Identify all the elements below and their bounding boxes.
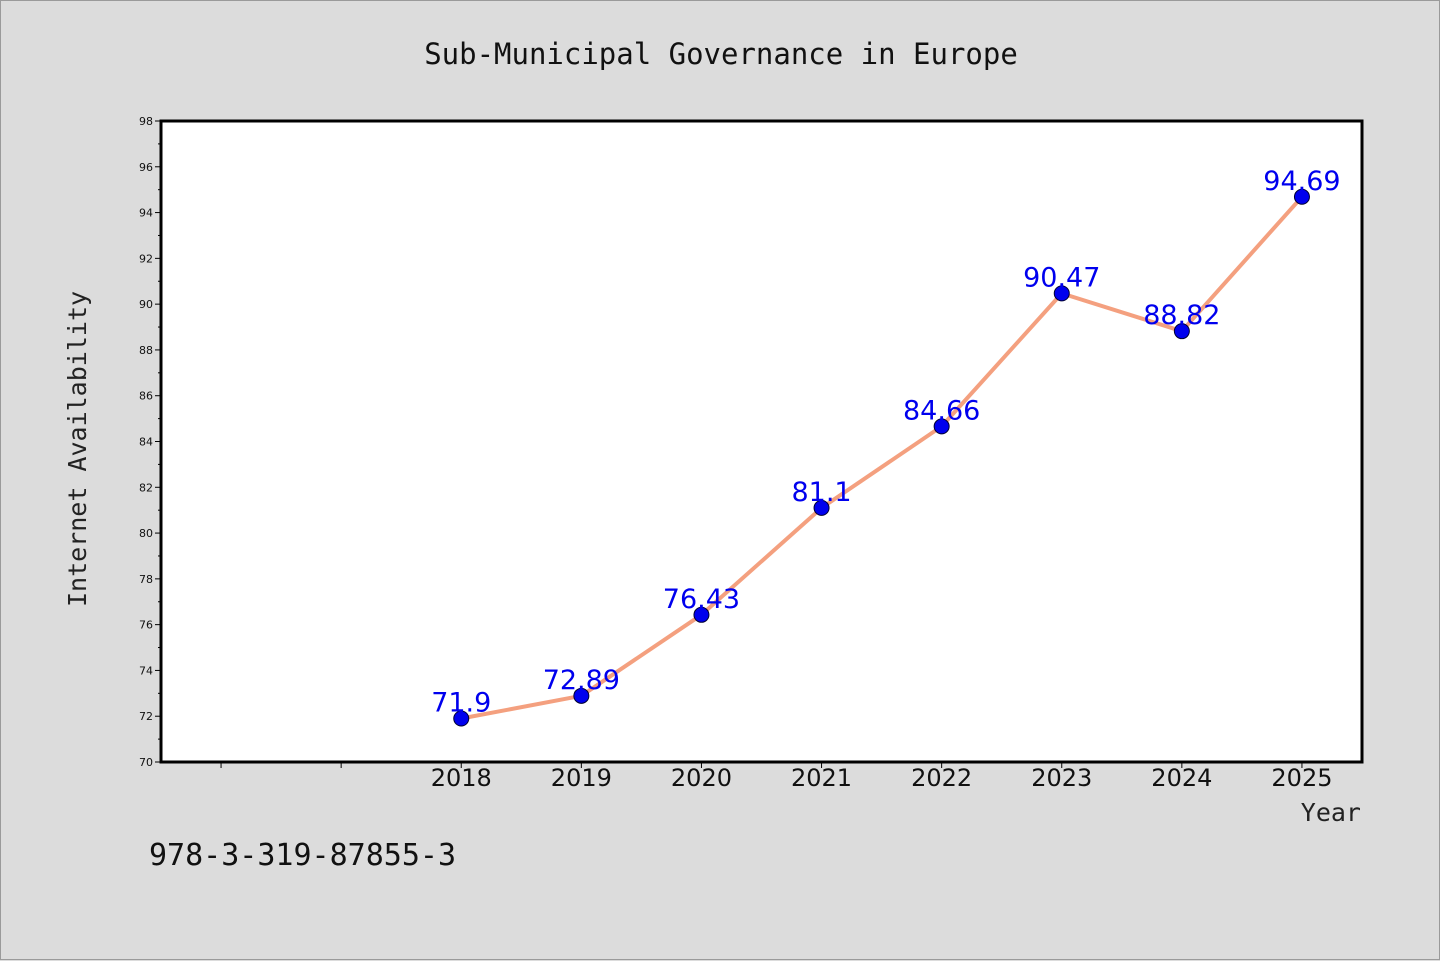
x-tick-label: 2025 bbox=[1271, 764, 1332, 792]
series-layer bbox=[453, 188, 1310, 727]
data-label: 72.89 bbox=[543, 665, 620, 696]
y-tick-label: 78 bbox=[139, 573, 153, 586]
y-tick-label: 86 bbox=[139, 390, 153, 403]
data-point-marker bbox=[933, 418, 950, 435]
y-tick-label: 72 bbox=[139, 710, 153, 723]
y-axis-label: Internet Availability bbox=[63, 291, 92, 607]
x-tick-label: 2018 bbox=[431, 764, 492, 792]
chart-title: Sub-Municipal Governance in Europe bbox=[424, 37, 1018, 71]
data-point-marker bbox=[1173, 323, 1190, 340]
data-point-marker bbox=[813, 499, 830, 516]
y-tick-label: 90 bbox=[139, 298, 153, 311]
data-point-marker bbox=[453, 710, 470, 727]
x-tick-label: 2021 bbox=[791, 764, 852, 792]
ticks-layer: 70 72 74 76 78 80 82 84 86 88 90 92 94 96 98 2018 2019 20… bbox=[139, 115, 1332, 792]
footnote-code: 978-3-319-87855-3 bbox=[149, 838, 456, 873]
x-tick-label: 2022 bbox=[911, 764, 972, 792]
data-label: 81.1 bbox=[791, 477, 851, 508]
x-tick-label: 2024 bbox=[1151, 764, 1212, 792]
data-label: 76.43 bbox=[663, 584, 740, 615]
series-line bbox=[459, 194, 1304, 721]
y-tick-label: 70 bbox=[139, 756, 153, 769]
data-label: 94.69 bbox=[1263, 166, 1340, 197]
data-label: 90.47 bbox=[1023, 262, 1100, 293]
y-tick-label: 84 bbox=[139, 436, 153, 449]
plot-border bbox=[159, 119, 1364, 764]
data-label: 84.66 bbox=[903, 395, 980, 426]
x-tick-label: 2020 bbox=[671, 764, 732, 792]
data-point-marker bbox=[1053, 285, 1070, 302]
y-tick-label: 96 bbox=[139, 161, 153, 174]
data-labels-layer: 71.9 72.89 76.43 81.1 84.66 90.47 88.82 94.69 bbox=[431, 166, 1340, 719]
data-label: 71.9 bbox=[431, 688, 491, 719]
plot-area bbox=[161, 121, 1362, 762]
y-tick-label: 92 bbox=[139, 252, 153, 265]
data-point-marker bbox=[573, 687, 590, 704]
y-tick-label: 82 bbox=[139, 481, 153, 494]
x-tick-label: 2019 bbox=[551, 764, 612, 792]
y-tick-label: 98 bbox=[139, 115, 153, 128]
y-tick-label: 80 bbox=[139, 527, 153, 540]
x-axis-label: Year bbox=[1301, 798, 1361, 827]
data-label: 88.82 bbox=[1143, 300, 1220, 331]
y-tick-label: 74 bbox=[139, 664, 153, 677]
data-point-marker bbox=[693, 606, 710, 623]
data-point-marker bbox=[1293, 188, 1310, 205]
y-tick-label: 76 bbox=[139, 619, 153, 632]
y-tick-label: 88 bbox=[139, 344, 153, 357]
y-tick-label: 94 bbox=[139, 207, 153, 220]
x-tick-label: 2023 bbox=[1031, 764, 1092, 792]
